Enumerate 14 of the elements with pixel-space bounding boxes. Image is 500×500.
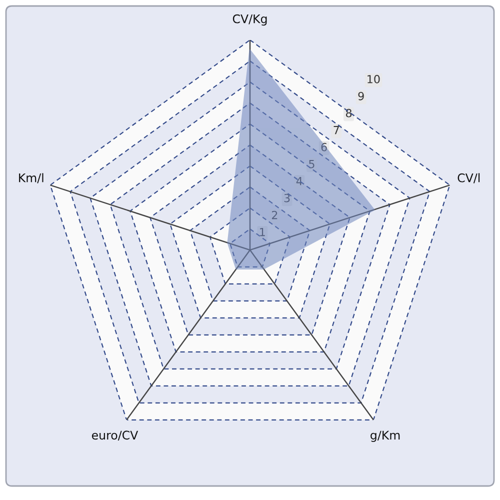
- y-tick-label: 8: [346, 108, 352, 118]
- y-tick-label: 5: [309, 160, 314, 168]
- y-tick-label: 2: [272, 210, 278, 220]
- spoke-label: g/Km: [370, 430, 400, 442]
- y-tick-label: 6: [321, 142, 327, 152]
- y-tick-label: 1: [260, 228, 265, 236]
- spoke-label: CV/l: [458, 173, 480, 184]
- spoke-label: euro/CV: [92, 430, 138, 441]
- spoke-label: CV/Kg: [232, 14, 267, 26]
- y-tick-label: 10: [368, 74, 380, 84]
- y-tick-label: 9: [358, 92, 364, 100]
- spoke-label: Km/l: [19, 173, 44, 184]
- y-tick-label: 7: [334, 126, 339, 134]
- y-tick-label: 3: [284, 194, 290, 202]
